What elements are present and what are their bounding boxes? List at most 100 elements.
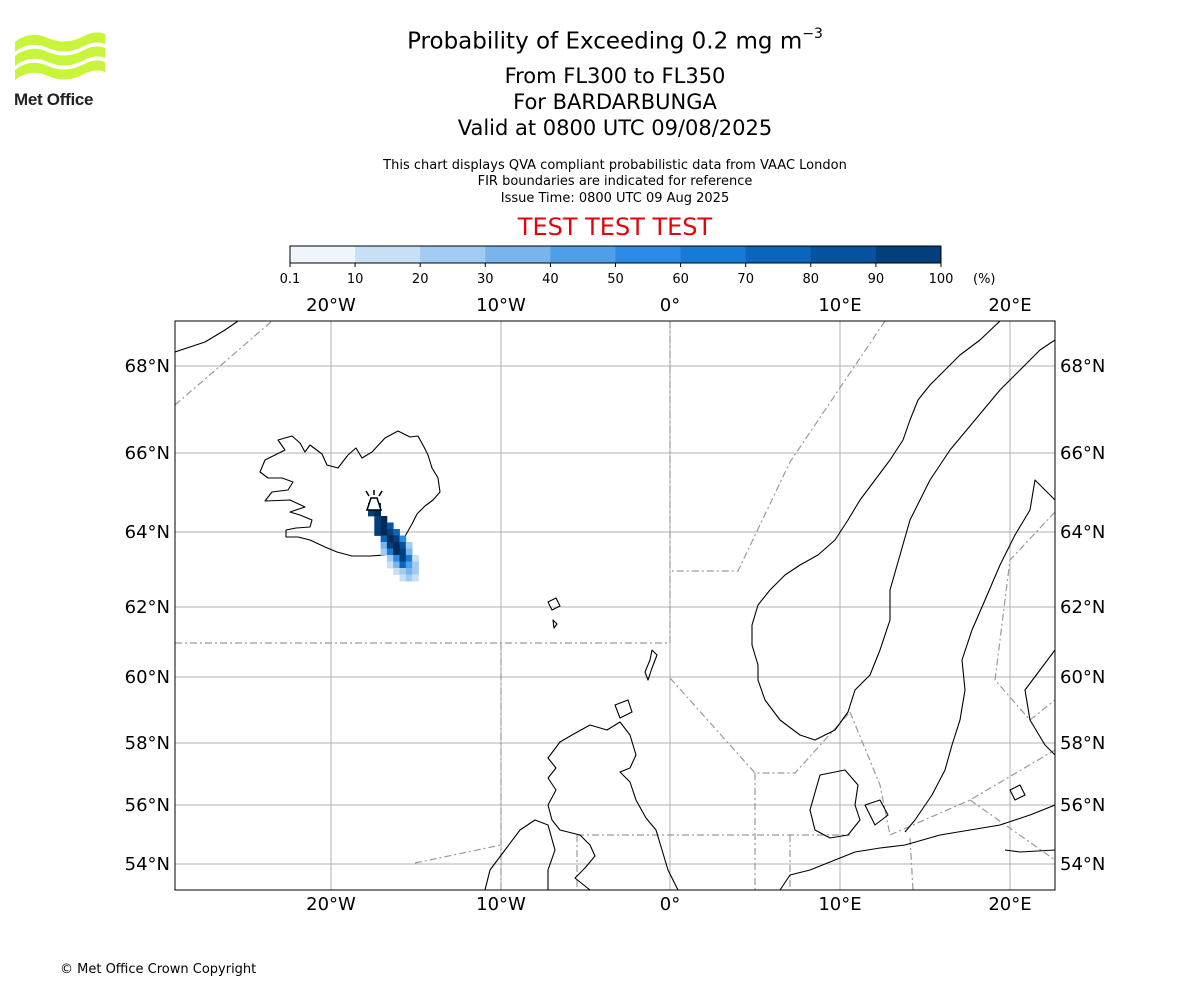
colorbar: 0.1 10 20 30 40 50 60 70 80 90 100: [280, 245, 953, 287]
colorbar-tick-label: 30: [477, 272, 494, 287]
colorbar-tick-label: 60: [672, 272, 689, 287]
latitude-label: 64°N: [1060, 522, 1105, 543]
latitude-label: 58°N: [125, 733, 170, 754]
map-frame: [174, 320, 1056, 891]
latitude-label: 60°N: [1060, 667, 1105, 688]
plume-cell: [393, 535, 400, 543]
plume-cell: [405, 542, 413, 549]
latitude-label: 62°N: [1060, 597, 1105, 618]
plume-cell: [393, 529, 400, 536]
longitude-label: 20°E: [988, 295, 1031, 316]
plume-cell: [393, 548, 400, 556]
plume-cell: [393, 555, 400, 562]
plume-cell: [386, 548, 394, 556]
colorbar-tick-label: 70: [737, 272, 754, 287]
plume-cell: [374, 509, 381, 517]
colorbar-segment: [745, 246, 812, 263]
longitude-label: 10°E: [818, 295, 861, 316]
plume-cell: [386, 542, 394, 549]
subtitle-issue-time: Issue Time: 0800 UTC 09 Aug 2025: [500, 191, 730, 206]
plume-cell: [399, 574, 407, 582]
valid-time: Valid at 0800 UTC 09/08/2025: [457, 116, 773, 140]
latitude-labels-left: 68°N 66°N 64°N 62°N 60°N 58°N 56°N 54°N: [125, 356, 170, 875]
latitude-label: 54°N: [125, 854, 170, 875]
colorbar-unit: (%): [973, 272, 996, 287]
fir-boundaries: [175, 321, 1055, 890]
latitude-label: 62°N: [125, 597, 170, 618]
colorbar-tick-label: 90: [868, 272, 885, 287]
plume-cell: [386, 535, 394, 543]
colorbar-tick-label: 10: [347, 272, 364, 287]
subtitle-description: This chart displays QVA compliant probab…: [383, 158, 847, 173]
colorbar-segment: [290, 246, 356, 263]
plume-cell: [380, 529, 388, 536]
longitude-label: 0°: [660, 295, 680, 316]
plume-cell: [405, 568, 413, 575]
volcano-name: For BARDARBUNGA: [513, 90, 717, 114]
plume-cell: [374, 516, 381, 523]
plume-cell: [405, 561, 413, 569]
longitude-label: 0°: [660, 894, 680, 915]
chart-title: Probability of Exceeding 0.2 mg m−3: [0, 26, 1200, 55]
colorbar-segment: [420, 246, 486, 263]
plume-cell: [380, 548, 388, 556]
plume-cell: [380, 542, 388, 549]
plume-cell: [399, 561, 407, 569]
colorbar-tick-label: 40: [542, 272, 559, 287]
latitude-label: 54°N: [1060, 854, 1105, 875]
plume-cell: [380, 522, 388, 530]
colorbar-segment: [550, 246, 616, 263]
colorbar-segment: [810, 246, 877, 263]
longitude-label: 10°E: [818, 894, 861, 915]
colorbar-tick-label: 20: [412, 272, 429, 287]
plume-cell: [405, 555, 413, 562]
plume-cell: [386, 561, 394, 569]
colorbar-segment: [355, 246, 421, 263]
colorbar-tick-label: 50: [607, 272, 624, 287]
longitude-labels-bottom: 20°W 10°W 0° 10°E 20°E: [306, 894, 1031, 915]
plume-cell: [386, 522, 394, 530]
plume-cell: [393, 561, 400, 569]
longitude-label: 10°W: [476, 894, 526, 915]
plume-cell: [399, 548, 407, 556]
plume-cell: [380, 535, 388, 543]
met-office-logo-text: Met Office: [14, 90, 94, 109]
plume-cell: [399, 555, 407, 562]
plume-cell: [399, 535, 407, 543]
copyright: © Met Office Crown Copyright: [60, 962, 257, 977]
latitude-label: 66°N: [1060, 443, 1105, 464]
latitude-label: 68°N: [1060, 356, 1105, 377]
plume-cell: [393, 568, 400, 575]
colorbar-tick-label: 80: [803, 272, 820, 287]
colorbar-segment: [875, 246, 942, 263]
plume-cell: [386, 529, 394, 536]
latitude-label: 56°N: [125, 795, 170, 816]
plume-cell: [412, 568, 419, 575]
plume-cell: [405, 574, 413, 582]
longitude-label: 20°W: [306, 894, 356, 915]
latitude-label: 60°N: [125, 667, 170, 688]
latitude-label: 58°N: [1060, 733, 1105, 754]
plume-cell: [399, 568, 407, 575]
volcano-marker-icon: [365, 490, 383, 511]
test-banner: TEST TEST TEST: [517, 213, 713, 241]
plume-cell: [399, 542, 407, 549]
plume-cell: [393, 542, 400, 549]
flight-level-range: From FL300 to FL350: [504, 64, 726, 88]
plume-cell: [368, 509, 375, 517]
colorbar-segment: [680, 246, 747, 263]
longitude-label: 20°W: [306, 295, 356, 316]
latitude-label: 66°N: [125, 443, 170, 464]
plume-cell: [412, 555, 419, 562]
chart-title-text: Probability of Exceeding 0.2 mg m: [407, 28, 803, 55]
plume-cell: [374, 529, 381, 536]
longitude-label: 10°W: [476, 295, 526, 316]
latitude-label: 68°N: [125, 356, 170, 377]
plume-cell: [412, 574, 419, 582]
plume-cell: [405, 548, 413, 556]
longitude-label: 20°E: [988, 894, 1031, 915]
chart-title-superscript: −3: [802, 26, 823, 42]
plume-cell: [380, 516, 388, 523]
graticule: [175, 321, 1055, 890]
